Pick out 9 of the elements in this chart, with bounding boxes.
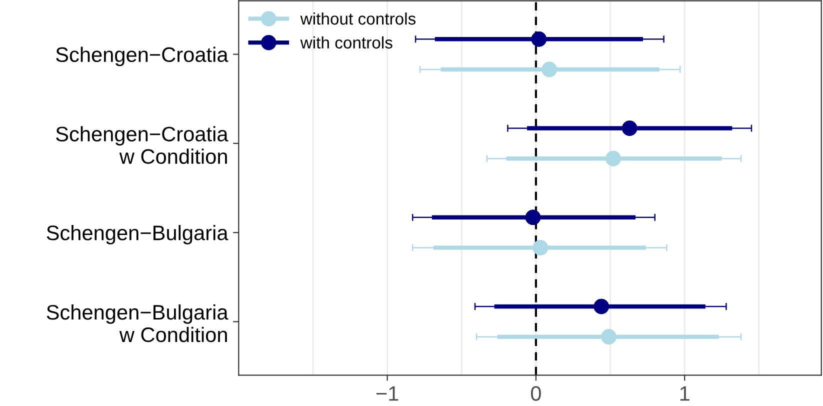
legend-label: with controls [300,36,392,49]
x-tick-label: 0 [530,386,541,401]
y-tick-label: Schengen−Bulgaria [46,224,228,244]
x-tick-label: −1 [376,386,398,401]
legend-label: without controls [300,12,416,25]
y-tick-label: Schengen−Croatia w Condition [56,126,228,164]
y-tick-label: Schengen−Croatia [56,46,228,66]
x-tick-label: 1 [680,386,690,401]
y-tick-label: Schengen−Bulgaria w Condition [46,304,228,342]
